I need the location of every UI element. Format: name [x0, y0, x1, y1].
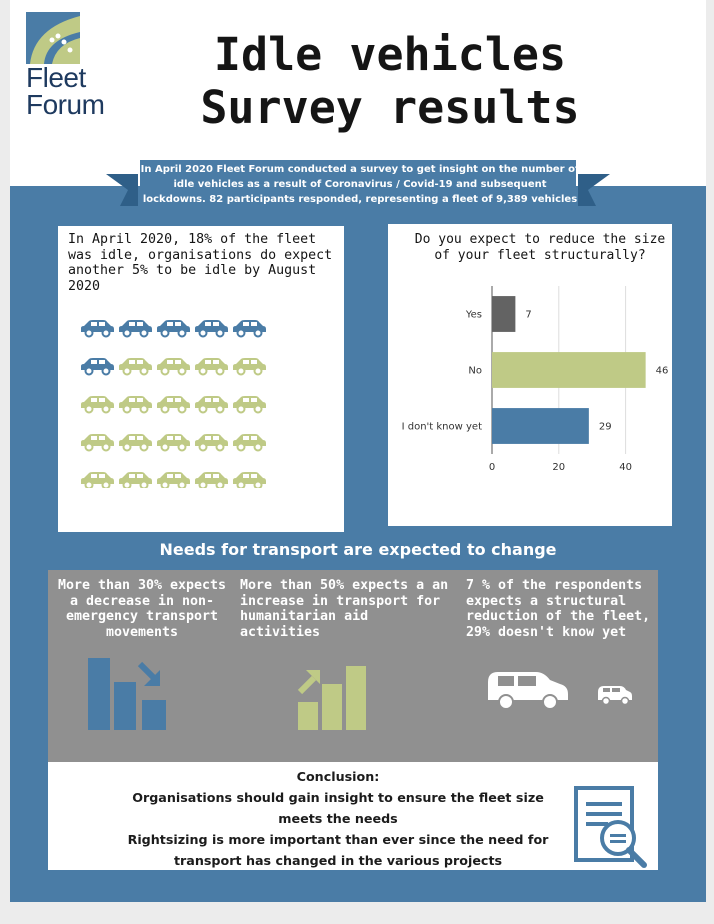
category-label: No	[468, 366, 482, 377]
idle-fleet-panel: In April 2020, 18% of the fleet was idle…	[58, 226, 344, 532]
car-icon	[157, 434, 190, 452]
bar	[492, 408, 589, 444]
idle-fleet-text: In April 2020, 18% of the fleet was idle…	[68, 232, 333, 294]
car-icon	[195, 358, 228, 376]
car-icon	[233, 320, 266, 338]
page-title: Idle vehicles Survey results	[160, 28, 620, 134]
data-label: 46	[656, 366, 669, 377]
needs-section-title: Needs for transport are expected to chan…	[159, 540, 557, 559]
needs-item-text: More than 50% expects a an increase in t…	[240, 578, 449, 640]
bar	[492, 352, 646, 388]
logo-text: Fleet Forum	[26, 62, 105, 120]
car-icon	[157, 358, 190, 376]
banner-line: lockdowns. 82 participants responded, re…	[142, 194, 578, 205]
small-car-icon	[598, 686, 632, 706]
banner-ribbon	[106, 160, 610, 206]
document-search-icon	[574, 786, 647, 868]
header: Fleet Forum Idle vehicles Survey results	[10, 0, 706, 186]
decrease-chart-icon	[88, 658, 166, 730]
page-title-line: Idle vehicles	[213, 28, 567, 81]
car-icon	[157, 320, 190, 338]
x-tick-label: 20	[552, 462, 565, 473]
fleet-forum-logo-icon	[26, 12, 80, 64]
conclusion-line: Organisations should gain insight to ens…	[132, 790, 544, 805]
car-icon	[195, 472, 228, 488]
car-icon	[233, 434, 266, 452]
conclusion-text: Conclusion: Organisations should gain in…	[118, 766, 558, 871]
car-icon	[157, 472, 190, 488]
conclusion-heading: Conclusion:	[296, 769, 380, 784]
car-icon	[119, 396, 152, 414]
data-label: 7	[525, 310, 531, 321]
fleet-reduction-chart-panel: Do you expect to reduce the size of your…	[388, 224, 672, 526]
chart-title: Do you expect to reduce the size of your…	[414, 232, 666, 263]
car-icon	[119, 320, 152, 338]
car-icon	[81, 396, 114, 414]
car-icon	[81, 472, 114, 488]
page-title-line: Survey results	[200, 81, 580, 134]
needs-item-text: More than 30% expects a decrease in non-…	[57, 578, 227, 640]
banner-text: In April 2020 Fleet Forum conducted a su…	[140, 162, 580, 207]
car-icon	[81, 358, 114, 376]
car-icon	[81, 434, 114, 452]
car-icon	[119, 358, 152, 376]
conclusion-panel: Conclusion: Organisations should gain in…	[48, 762, 658, 870]
category-label: I don't know yet	[402, 422, 482, 433]
data-label: 29	[599, 422, 612, 433]
car-icon	[233, 472, 266, 488]
category-label: Yes	[465, 310, 482, 321]
banner-line: idle vehicles as a result of Coronavirus…	[173, 179, 547, 190]
car-icon	[119, 472, 152, 488]
conclusion-line: transport has changed in the various pro…	[173, 853, 503, 868]
conclusion-line: meets the needs	[278, 811, 398, 826]
logo-text-line: Forum	[26, 89, 105, 120]
infographic-page: Fleet Forum Idle vehicles Survey results…	[10, 0, 706, 902]
car-icon	[119, 434, 152, 452]
car-icon	[195, 434, 228, 452]
x-tick-label: 0	[489, 462, 495, 473]
needs-panel: More than 30% expects a decrease in non-…	[48, 570, 658, 762]
bar	[492, 296, 516, 332]
logo-text-line: Fleet	[26, 62, 86, 93]
car-icon	[81, 320, 114, 338]
x-tick-label: 40	[619, 462, 632, 473]
car-icon	[195, 396, 228, 414]
car-icon	[233, 396, 266, 414]
increase-chart-icon	[297, 666, 366, 730]
needs-item-text: 7 % of the respondents expects a structu…	[466, 578, 651, 640]
fleet-reduction-bar-chart: 0 20 40 Yes 7 No 46 I don't know yet 29	[402, 286, 669, 473]
car-icon	[195, 320, 228, 338]
conclusion-line: Rightsizing is more important than ever …	[127, 832, 549, 847]
banner-line: In April 2020 Fleet Forum conducted a su…	[140, 164, 580, 175]
large-car-icon	[488, 672, 568, 710]
car-icon	[157, 396, 190, 414]
car-icon	[233, 358, 266, 376]
car-grid	[81, 320, 266, 488]
